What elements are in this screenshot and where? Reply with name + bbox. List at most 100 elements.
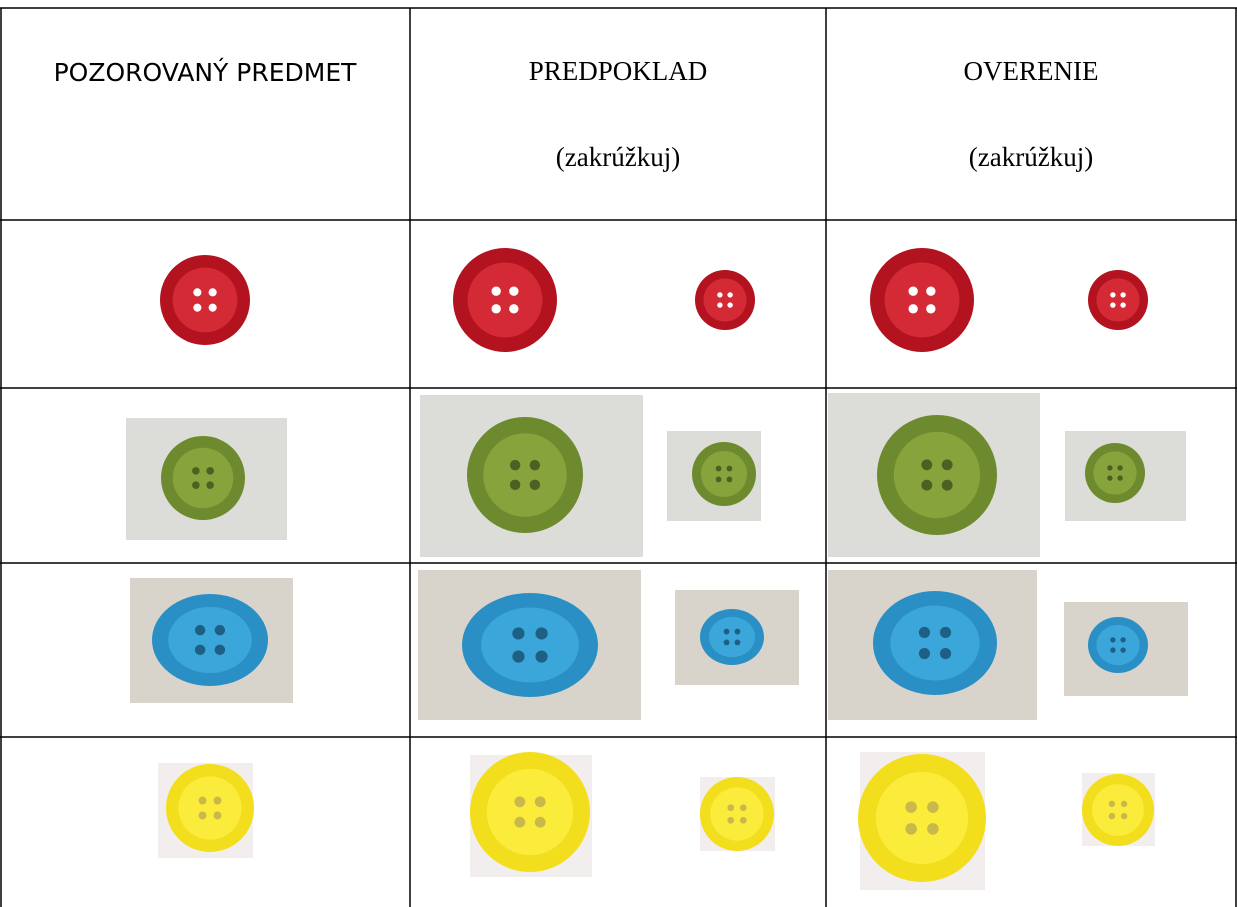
button-hole	[908, 304, 918, 314]
button-hole	[941, 459, 953, 471]
button-hole	[208, 288, 217, 297]
button-center	[884, 262, 960, 338]
button-hole	[194, 624, 206, 636]
button-hole	[927, 801, 939, 813]
button-hole	[939, 647, 952, 660]
button-center	[172, 447, 234, 509]
button-hole	[529, 459, 541, 471]
button-hole	[939, 626, 952, 639]
button-hole	[726, 465, 733, 472]
button-hole	[715, 465, 722, 472]
button-hole	[198, 811, 207, 820]
button-hole	[926, 304, 936, 314]
button-hole	[529, 479, 541, 491]
button-center	[481, 607, 579, 683]
button-hole	[534, 796, 546, 808]
button-center	[1093, 451, 1137, 495]
button-hole	[1120, 292, 1126, 298]
button-center	[708, 616, 756, 658]
button-hole	[192, 481, 200, 489]
button-hole	[193, 303, 202, 312]
button-hole	[192, 467, 200, 475]
button-center	[893, 431, 981, 519]
button-hole	[509, 459, 521, 471]
button-hole	[514, 796, 526, 808]
button-hole	[727, 804, 735, 812]
button-hole	[509, 479, 521, 491]
button-hole	[535, 627, 548, 640]
button-hole	[512, 650, 525, 663]
button-hole	[727, 816, 735, 824]
header-verification-note: (zakrúžkuj)	[969, 142, 1093, 172]
button-hole	[727, 302, 733, 308]
button-hole	[1120, 647, 1126, 653]
button-hole	[535, 650, 548, 663]
button-hole	[213, 811, 222, 820]
button-hole	[723, 639, 730, 646]
button-hole	[206, 481, 214, 489]
button-hole	[739, 816, 747, 824]
button-center	[890, 605, 980, 681]
button-hole	[514, 816, 526, 828]
button-hole	[921, 459, 933, 471]
button-hole	[918, 647, 931, 660]
button-hole	[214, 644, 226, 656]
button-hole	[726, 476, 733, 483]
button-hole	[1110, 302, 1116, 308]
button-hole	[908, 286, 918, 296]
button-hole	[512, 627, 525, 640]
button-center	[178, 776, 242, 840]
button-hole	[1110, 647, 1116, 653]
button-hole	[491, 304, 501, 314]
button-hole	[214, 624, 226, 636]
button-center	[172, 267, 238, 333]
button-center	[483, 433, 567, 517]
button-center	[1092, 784, 1144, 836]
button-hole	[723, 628, 730, 635]
button-hole	[193, 288, 202, 297]
button-center	[1096, 278, 1140, 322]
button-hole	[734, 628, 741, 635]
button-hole	[198, 796, 207, 805]
button-hole	[1120, 812, 1128, 820]
button-hole	[206, 467, 214, 475]
header-assumption-note: (zakrúžkuj)	[556, 142, 680, 172]
button-hole	[208, 303, 217, 312]
button-center	[486, 768, 574, 856]
button-hole	[918, 626, 931, 639]
header-assumption: PREDPOKLAD	[529, 56, 708, 86]
button-center	[700, 450, 748, 498]
button-hole	[926, 286, 936, 296]
button-hole	[921, 479, 933, 491]
button-hole	[509, 286, 519, 296]
table-borders	[0, 7, 1237, 907]
header-observed: POZOROVANÝ PREDMET	[54, 58, 358, 87]
button-hole	[941, 479, 953, 491]
button-hole	[734, 639, 741, 646]
button-hole	[213, 796, 222, 805]
button-hole	[715, 476, 722, 483]
button-hole	[739, 804, 747, 812]
button-hole	[1108, 812, 1116, 820]
button-hole	[1107, 465, 1113, 471]
button-hole	[1120, 637, 1126, 643]
button-hole	[509, 304, 519, 314]
button-hole	[1110, 637, 1116, 643]
button-center	[168, 606, 252, 674]
button-center	[1096, 624, 1140, 666]
button-hole	[1108, 800, 1116, 808]
button-hole	[1110, 292, 1116, 298]
button-hole	[717, 302, 723, 308]
button-hole	[194, 644, 206, 656]
button-hole	[905, 823, 917, 835]
button-center	[703, 278, 747, 322]
button-hole	[1117, 465, 1123, 471]
button-hole	[1120, 800, 1128, 808]
button-hole	[727, 292, 733, 298]
button-center	[710, 787, 764, 841]
button-hole	[1117, 475, 1123, 481]
button-images	[126, 248, 1188, 890]
button-center	[467, 262, 543, 338]
